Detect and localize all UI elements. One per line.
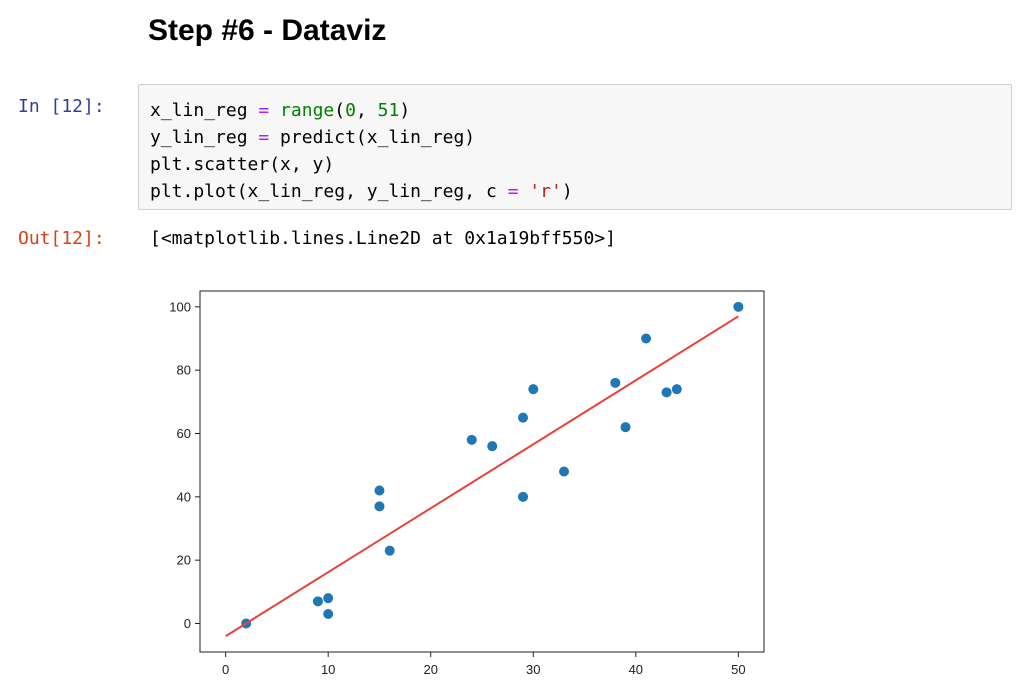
point <box>466 434 477 445</box>
point <box>620 422 631 433</box>
code-line: plt.scatter(x, y) <box>150 151 1011 178</box>
code-token: ) <box>561 181 573 202</box>
input-prompt: In [12]: <box>18 96 105 117</box>
x-tick-label: 50 <box>731 662 745 677</box>
point <box>559 466 570 477</box>
x-tick-label: 0 <box>222 662 229 677</box>
output-prompt: Out[12]: <box>18 228 105 249</box>
point <box>661 387 672 398</box>
point <box>312 596 323 607</box>
point <box>323 609 334 619</box>
y-tick-label: 100 <box>169 299 191 314</box>
point <box>487 441 498 452</box>
x-tick-label: 30 <box>526 662 540 677</box>
point <box>374 485 385 496</box>
code-token: = <box>258 100 270 121</box>
point <box>374 501 385 512</box>
point <box>610 377 621 388</box>
code-token: ) <box>399 100 411 121</box>
y-tick-label: 0 <box>184 616 191 631</box>
code-token: = <box>258 127 270 148</box>
code-token: ( <box>334 100 346 121</box>
point <box>384 545 395 556</box>
regression-line <box>225 315 739 638</box>
code-token: 0 <box>345 100 356 121</box>
y-tick-label: 60 <box>177 426 191 441</box>
point <box>641 333 652 344</box>
code-token: 'r' <box>518 181 562 202</box>
code-token: plt.plot(x_lin_reg, y_lin_reg, c <box>150 181 508 202</box>
y-tick-label: 80 <box>177 363 191 378</box>
code-token: 51 <box>377 100 400 121</box>
code-line: y_lin_reg = predict(x_lin_reg) <box>150 124 1011 151</box>
point <box>518 491 529 502</box>
output-text: [<matplotlib.lines.Line2D at 0x1a19bff55… <box>150 228 616 249</box>
point <box>733 301 744 312</box>
plot-frame <box>199 290 765 653</box>
code-token: plt.scatter(x, y) <box>150 154 335 175</box>
x-tick-label: 10 <box>321 662 335 677</box>
code-line: x_lin_reg = range(0, 51) <box>150 97 1011 124</box>
point <box>528 384 539 395</box>
x-tick-label: 20 <box>423 662 437 677</box>
code-token: = <box>507 181 519 202</box>
point <box>671 384 682 395</box>
code-token: y_lin_reg <box>150 127 259 148</box>
y-tick-label: 20 <box>177 553 191 568</box>
point <box>323 593 334 604</box>
code-cell[interactable]: x_lin_reg = range(0, 51) y_lin_reg = pred… <box>138 84 1012 210</box>
code-token: predict(x_lin_reg) <box>269 127 476 148</box>
y-tick-label: 40 <box>177 489 191 504</box>
code-token: range <box>269 100 335 121</box>
point <box>518 412 529 423</box>
code-line: plt.plot(x_lin_reg, y_lin_reg, c = 'r') <box>150 178 1011 205</box>
x-tick-label: 40 <box>629 662 643 677</box>
code-token: x_lin_reg <box>150 100 259 121</box>
code-token: , <box>355 100 378 121</box>
heading: Step #6 - Dataviz <box>148 14 387 47</box>
